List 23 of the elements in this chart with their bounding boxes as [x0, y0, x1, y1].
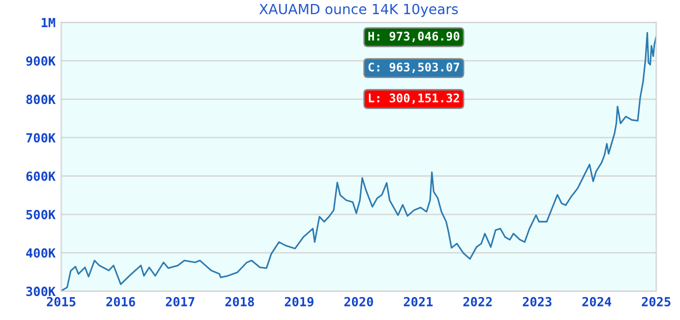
y-tick-label: 1M — [42, 18, 56, 28]
x-tick-label: 2018 — [225, 296, 254, 306]
y-tick-label: 700K — [26, 133, 56, 143]
x-tick-label: 2020 — [344, 296, 373, 306]
y-tick-label: 500K — [26, 210, 56, 220]
y-tick-label: 800K — [26, 94, 56, 104]
x-tick-label: 2021 — [404, 296, 433, 306]
annotation: C: 963,503.07 — [368, 62, 460, 74]
x-tick-label: 2024 — [582, 296, 612, 306]
y-tick-label: 300K — [26, 286, 56, 296]
y-tick-label: 600K — [26, 171, 56, 181]
chart-title: XAUAMD ounce 14K 10years — [259, 4, 458, 17]
annotation: H: 973,046.90 — [368, 32, 460, 42]
x-tick-label: 2019 — [284, 296, 314, 306]
x-tick-label: 2015 — [46, 296, 76, 306]
x-tick-label: 2016 — [106, 296, 136, 306]
annotation: L: 300,151.32 — [368, 94, 460, 104]
x-tick-label: 2025 — [642, 296, 670, 306]
y-tick-label: 900K — [26, 56, 56, 66]
x-tick-label: 2022 — [463, 296, 492, 306]
x-tick-label: 2017 — [166, 296, 194, 306]
x-tick-label: 2023 — [522, 296, 552, 306]
y-tick-label: 400K — [26, 248, 56, 258]
